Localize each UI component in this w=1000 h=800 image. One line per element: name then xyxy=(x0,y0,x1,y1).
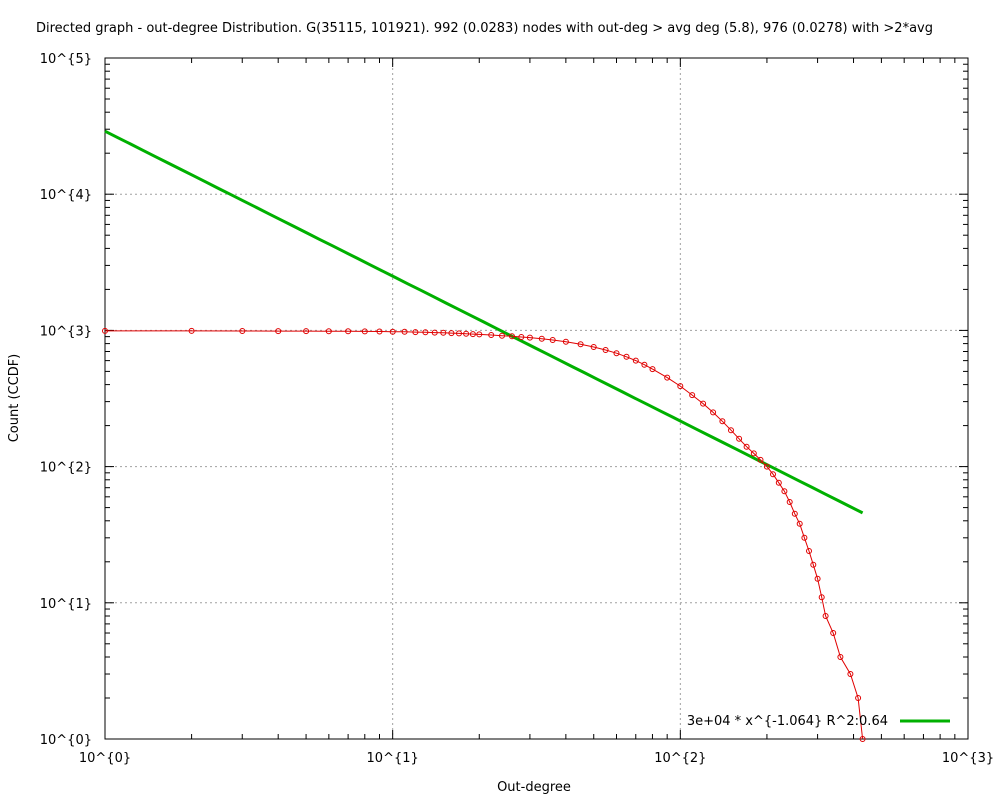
ccdf-point xyxy=(476,331,483,338)
ccdf-point xyxy=(499,332,505,339)
ccdf-point xyxy=(806,548,812,554)
ccdf-point xyxy=(590,344,597,350)
ccdf-point xyxy=(613,350,620,357)
series-layer xyxy=(102,129,866,742)
ccdf-point xyxy=(786,499,793,505)
ccdf-point xyxy=(791,510,798,517)
ccdf-point xyxy=(376,328,383,335)
ccdf-point xyxy=(345,328,352,335)
ccdf-point xyxy=(743,443,750,450)
ccdf-point xyxy=(389,328,396,335)
chart-title: Directed graph - out-degree Distribution… xyxy=(36,21,933,36)
ccdf-point xyxy=(664,374,671,381)
ccdf-point xyxy=(649,366,656,373)
ccdf-point xyxy=(781,488,788,495)
ccdf-point xyxy=(623,353,630,360)
ccdf-point xyxy=(361,328,368,335)
y-tick-label: 10^{3} xyxy=(40,324,92,339)
ccdf-point xyxy=(325,328,332,335)
ccdf-point xyxy=(757,456,764,463)
x-tick-label: 10^{0} xyxy=(79,751,131,766)
x-tick-label: 10^{2} xyxy=(654,751,706,766)
ccdf-point xyxy=(102,327,108,334)
ccdf-point xyxy=(810,561,817,568)
y-tick-label: 10^{1} xyxy=(40,597,92,612)
ccdf-point xyxy=(750,450,757,457)
ccdf-point xyxy=(518,334,525,340)
fit-line xyxy=(104,129,864,515)
legend-label-fit: 3e+04 * x^{-1.064} R^2:0.64 xyxy=(687,714,888,729)
legend: 3e+04 * x^{-1.064} R^2:0.64 xyxy=(687,714,950,729)
ccdf-point xyxy=(822,613,829,619)
ccdf-point xyxy=(801,534,808,541)
ccdf-point xyxy=(562,338,569,345)
ccdf-point xyxy=(736,435,743,442)
ccdf-point xyxy=(632,357,639,364)
ccdf-point xyxy=(677,383,684,390)
ccdf-point xyxy=(818,594,825,601)
y-tick-label: 10^{5} xyxy=(40,52,92,67)
ccdf-point xyxy=(689,392,696,399)
ccdf-point xyxy=(303,328,310,335)
ccdf-point xyxy=(728,427,734,434)
ccdf-point xyxy=(431,329,438,336)
ccdf-line xyxy=(105,330,864,740)
grid xyxy=(105,58,968,739)
y-axis-label: Count (CCDF) xyxy=(7,354,22,443)
ccdf-point xyxy=(188,327,195,334)
ccdf-point xyxy=(549,337,556,343)
ccdf-point xyxy=(855,695,862,701)
ccdf-point xyxy=(448,330,455,337)
ccdf-point xyxy=(830,630,837,636)
ccdf-point xyxy=(602,347,609,353)
ccdf-point xyxy=(488,332,495,338)
ccdf-point xyxy=(837,654,844,660)
ccdf-point xyxy=(814,575,821,582)
ccdf-point xyxy=(275,328,282,335)
ccdf-point xyxy=(719,418,726,425)
ccdf-point xyxy=(847,671,854,677)
ccdf-point xyxy=(239,328,246,334)
ccdf-point xyxy=(538,335,545,342)
ccdf-point xyxy=(710,409,717,416)
y-tick-label: 10^{0} xyxy=(40,733,92,748)
ccdf-point xyxy=(641,361,648,368)
ccdf-point xyxy=(770,471,776,478)
ccdf-point xyxy=(422,329,429,336)
y-tick-label: 10^{4} xyxy=(40,188,92,203)
plot-frame xyxy=(104,57,969,740)
ccdf-point xyxy=(412,329,419,336)
ccdf-point xyxy=(401,328,408,335)
ccdf-point xyxy=(526,334,533,341)
ccdf-point xyxy=(775,479,782,486)
ccdf-point xyxy=(456,330,462,337)
ccdf-point xyxy=(763,463,770,470)
ccdf-point xyxy=(859,736,866,742)
ccdf-point xyxy=(469,331,476,338)
ccdf-point xyxy=(700,400,707,407)
y-tick-label: 10^{2} xyxy=(40,461,92,476)
x-tick-label: 10^{3} xyxy=(942,751,994,766)
ccdf-point xyxy=(440,329,447,336)
x-tick-label: 10^{1} xyxy=(367,751,419,766)
ccdf-point xyxy=(509,333,515,340)
ccdf-point xyxy=(796,520,803,527)
axis-ticks: 10^{0} 10^{1} 10^{2} 10^{3} 10^{0} 10^{1} 10^{… xyxy=(40,52,994,766)
ccdf-point xyxy=(577,341,584,348)
x-axis-label: Out-degree xyxy=(497,780,571,795)
ccdf-point xyxy=(463,330,470,337)
